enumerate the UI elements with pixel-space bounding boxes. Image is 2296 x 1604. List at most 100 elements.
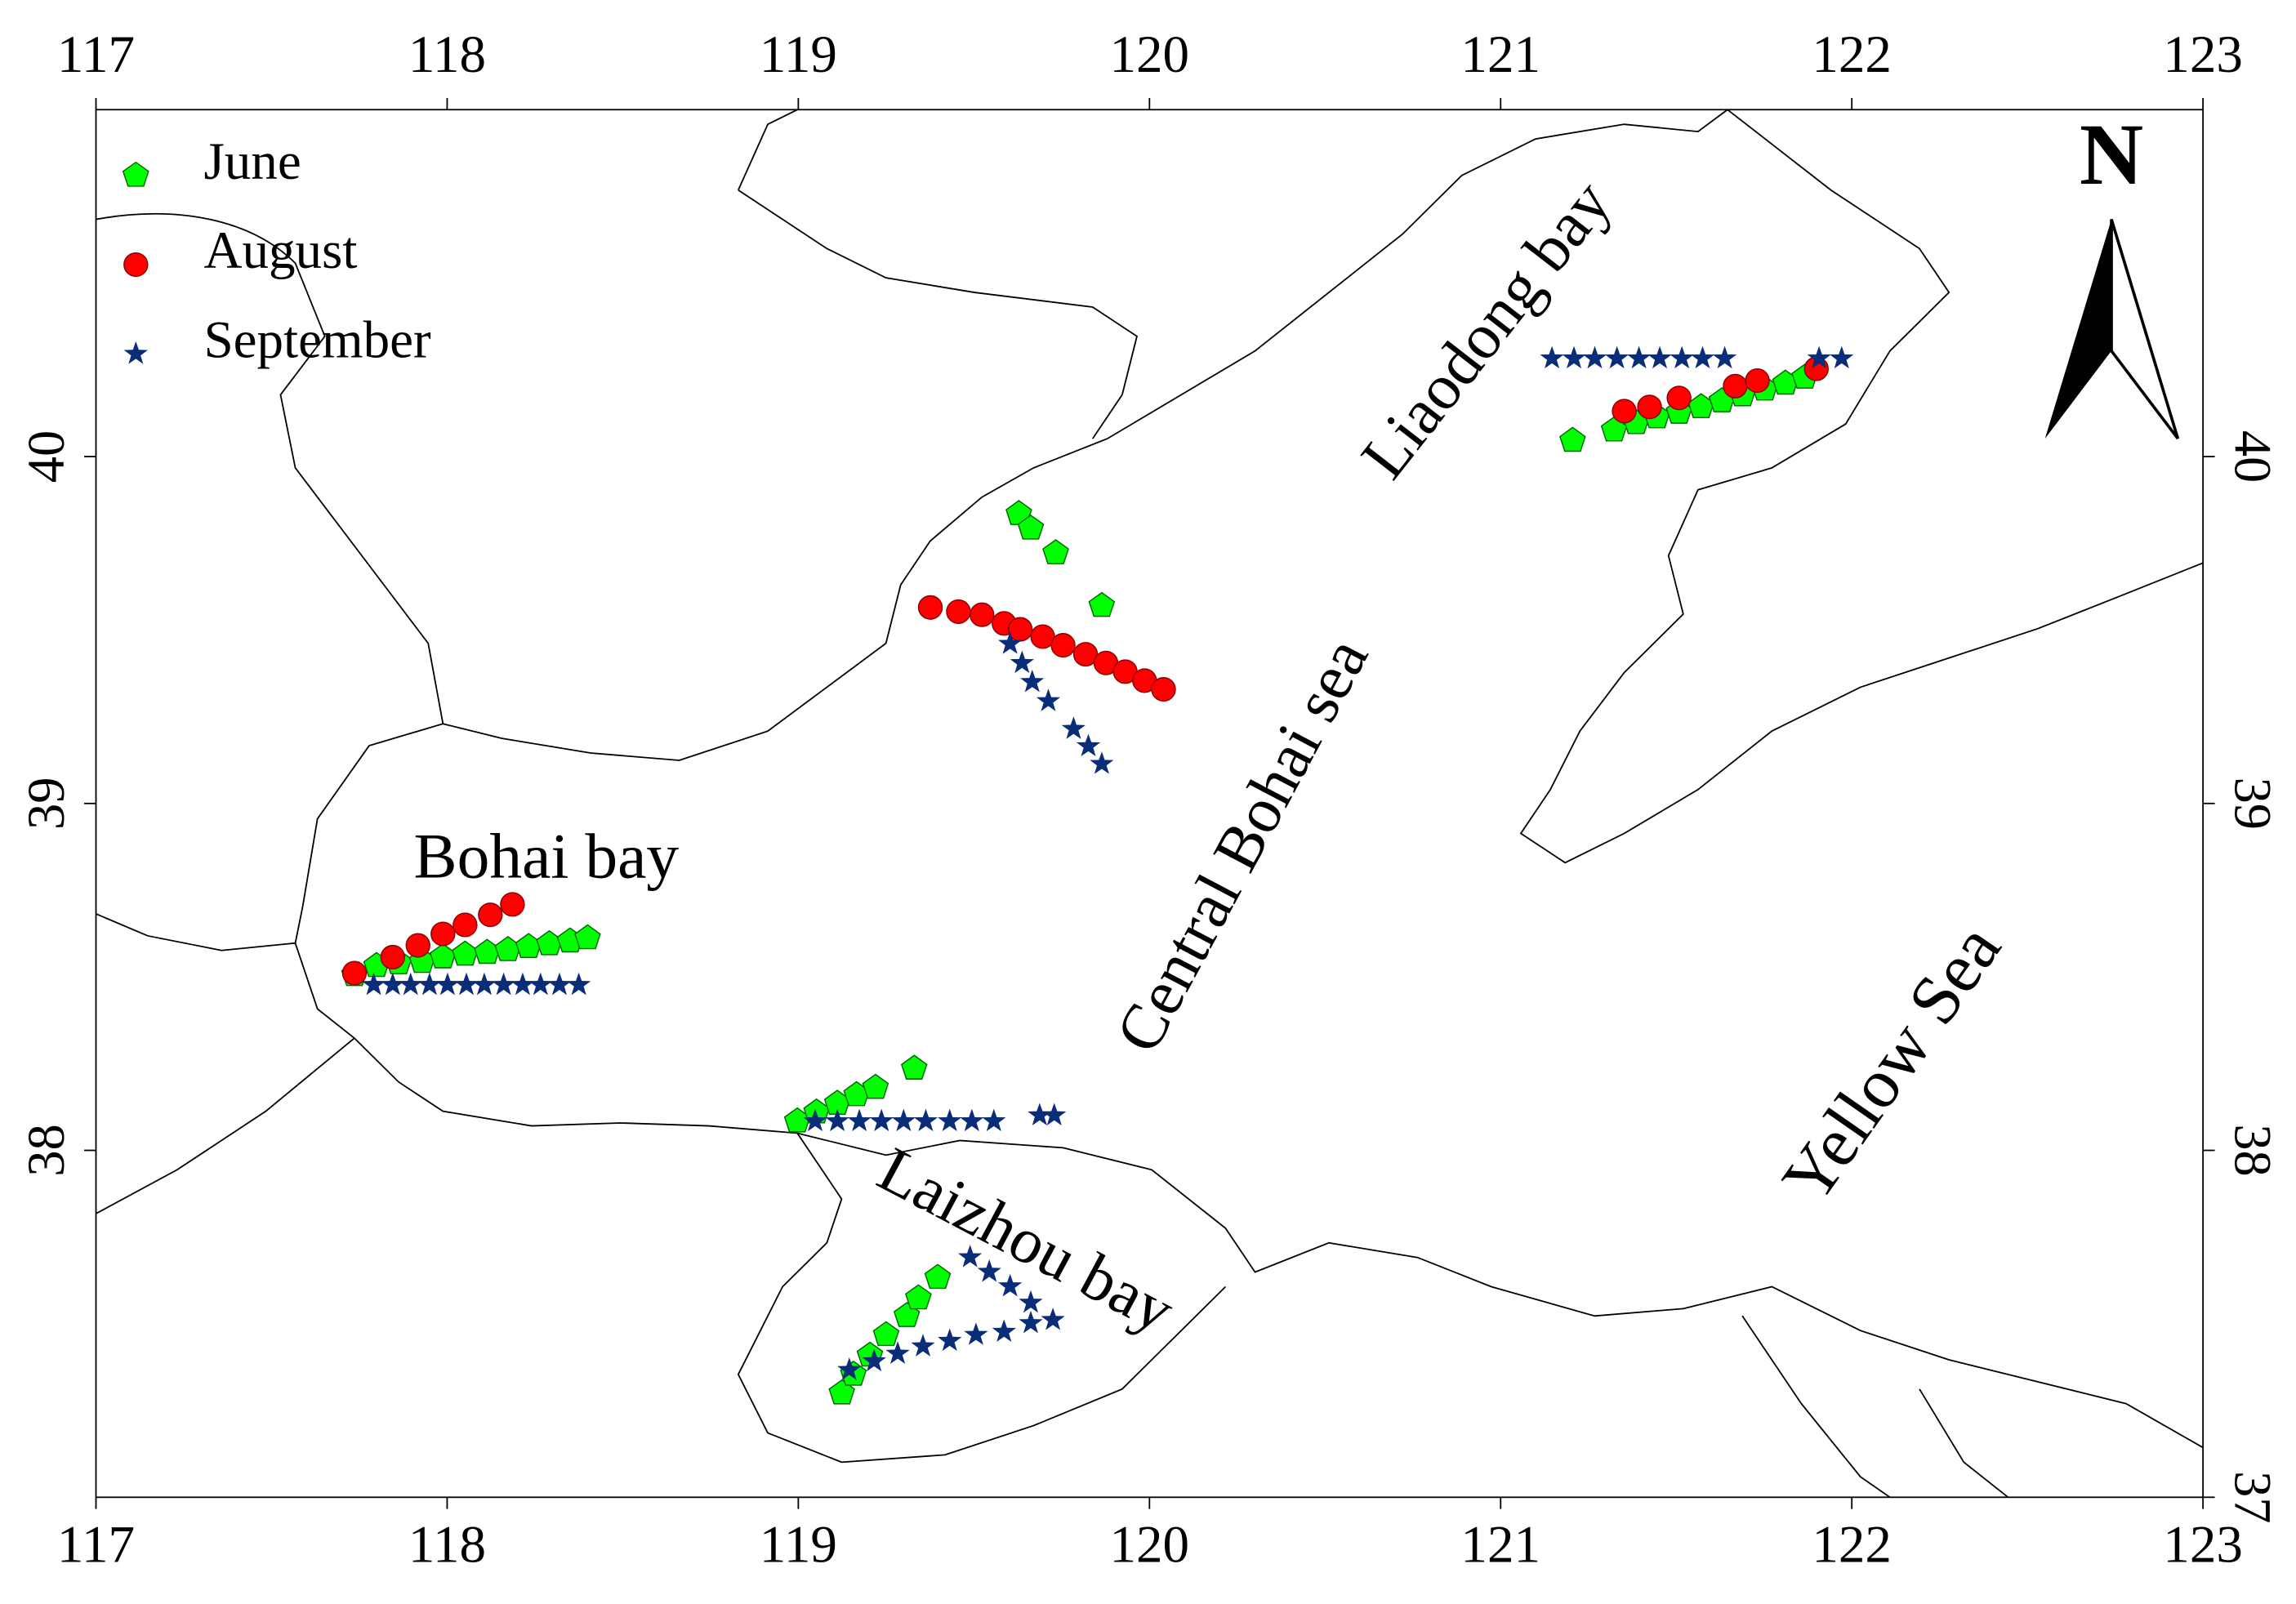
north-arrow [2044,219,2180,440]
point [536,929,563,956]
x-tick-label: 119 [760,25,837,84]
point [1600,416,1628,442]
point [900,1054,928,1080]
coastline [96,1037,355,1214]
point [1041,1308,1065,1330]
y-tick-label: 38 [17,1124,76,1176]
point [381,972,405,996]
point [891,1108,916,1132]
point [515,933,542,959]
point [913,1108,938,1132]
y2-tick-label: 40 [2222,430,2281,483]
x-tick-label: 117 [57,1516,135,1575]
point [1019,1310,1043,1334]
point [1830,345,1854,369]
y-tick-label: 39 [17,777,76,830]
x-tick-label: 118 [408,1516,486,1575]
point [1017,515,1045,540]
point [847,1108,872,1132]
point [341,960,368,986]
point [1670,345,1694,369]
point [1666,385,1692,411]
point [1010,650,1034,674]
point [547,972,572,996]
point [500,892,525,917]
point [1582,345,1607,369]
point [964,1322,988,1345]
point [452,940,479,966]
point [958,1245,983,1268]
x-tick-label: 122 [1812,1516,1892,1575]
coastline [96,212,2204,1449]
point [938,1328,962,1352]
point [905,1284,932,1310]
point [1604,345,1629,369]
point [1562,345,1586,369]
north-arrow-right [2110,219,2180,440]
y-tick-label: 40 [17,430,76,483]
point [1559,426,1586,452]
x-tick-label: 121 [1460,1516,1540,1575]
point [1019,1290,1043,1313]
point [1807,345,1831,369]
point [982,1108,1006,1132]
point [1020,669,1045,693]
point [399,972,423,996]
x-tick-label: 121 [1460,25,1540,84]
point [491,972,516,996]
point [998,631,1023,654]
point [472,972,497,996]
point [478,902,503,928]
point [1712,345,1737,369]
point [405,933,430,958]
point [1637,394,1662,420]
coastline [1519,109,2204,864]
point [1036,688,1061,711]
point [453,912,478,938]
point [862,1073,889,1099]
coastline [737,1133,1227,1464]
point [361,972,386,996]
point [992,1319,1016,1342]
y2-tick-label: 38 [2222,1124,2281,1176]
map-label: N [2080,107,2143,203]
legend-label: September [203,311,430,370]
x-tick-label: 123 [2163,25,2243,84]
point [1612,399,1637,424]
map-label: Bohai bay [414,821,680,893]
x-tick-label: 123 [2163,1516,2243,1575]
point [528,972,553,996]
point [803,1108,827,1132]
point [977,1259,1001,1282]
x-tick-label: 122 [1812,25,1892,84]
x-tick-label: 117 [57,25,135,84]
point [911,1334,935,1357]
point [417,972,442,996]
point [1745,368,1770,394]
x-tick-label: 120 [1110,25,1190,84]
point [510,972,535,996]
point [1076,733,1101,756]
point [828,1379,855,1405]
point [970,602,995,627]
coastline [1741,1315,2009,1499]
x-tick-label: 118 [408,25,486,84]
point [429,942,457,969]
point [1028,1103,1052,1126]
legend-marker [123,341,148,364]
point [869,1108,894,1132]
point [1050,633,1076,658]
point [494,936,522,961]
point [924,1263,952,1290]
point [998,1273,1023,1297]
point [435,972,460,996]
point [825,1108,849,1132]
point [1151,677,1176,702]
coastline [738,109,1138,439]
x-tick-label: 119 [760,1516,837,1575]
y2-tick-label: 39 [2222,777,2281,830]
x-tick-label: 120 [1110,1516,1190,1575]
point [1540,345,1564,369]
point [430,921,456,947]
